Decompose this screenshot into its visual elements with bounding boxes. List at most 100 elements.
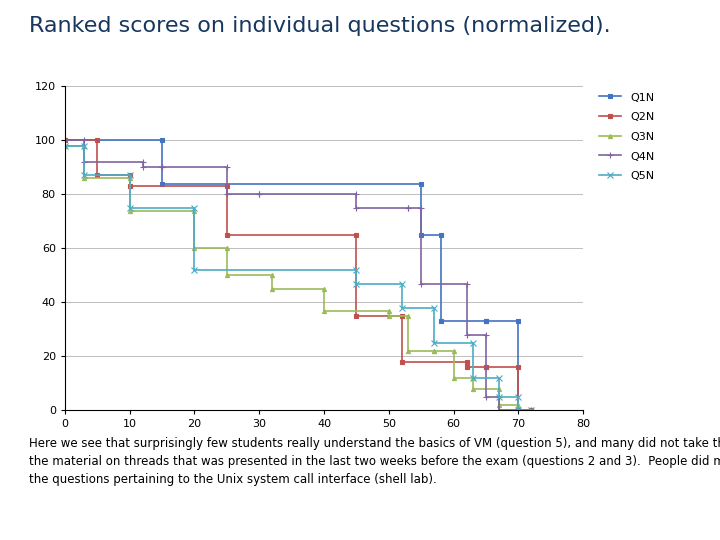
Q2N	[352, 313, 361, 319]
Q5N	[190, 267, 199, 273]
Q4N	[80, 137, 89, 144]
Line: Q4N: Q4N	[62, 138, 534, 413]
Q4N	[462, 332, 471, 338]
Q4N	[462, 280, 471, 287]
Q1N	[482, 318, 490, 325]
Q2N	[93, 137, 102, 144]
Q5N	[80, 143, 89, 149]
Q3N	[320, 286, 328, 292]
Q3N	[404, 348, 413, 354]
Q2N	[514, 407, 523, 414]
Q2N	[125, 183, 134, 190]
Q5N	[514, 394, 523, 400]
Q2N	[397, 313, 406, 319]
Line: Q5N: Q5N	[62, 143, 534, 413]
Q2N	[462, 364, 471, 370]
Q4N	[158, 164, 166, 171]
Q1N	[436, 318, 445, 325]
Q3N	[430, 348, 438, 354]
Line: Q1N: Q1N	[63, 138, 534, 413]
Q3N	[190, 207, 199, 214]
Q2N	[222, 232, 231, 238]
Q4N	[404, 205, 413, 211]
Q5N	[352, 280, 361, 287]
Q3N	[80, 175, 89, 181]
Q3N	[527, 407, 536, 414]
Q4N	[352, 205, 361, 211]
Q1N	[417, 232, 426, 238]
Q3N	[125, 207, 134, 214]
Q3N	[125, 175, 134, 181]
Q3N	[469, 375, 477, 381]
Q1N	[60, 137, 69, 144]
Q2N	[125, 172, 134, 179]
Q4N	[495, 394, 503, 400]
Q1N	[417, 180, 426, 187]
Q4N	[255, 191, 264, 198]
Q4N	[158, 164, 166, 171]
Q5N	[430, 340, 438, 346]
Q1N	[436, 232, 445, 238]
Q3N	[495, 402, 503, 408]
Q5N	[495, 375, 503, 381]
Q2N	[397, 359, 406, 365]
Q3N	[404, 313, 413, 319]
Q5N	[125, 172, 134, 179]
Q3N	[449, 375, 458, 381]
Q4N	[527, 407, 536, 414]
Q4N	[495, 407, 503, 414]
Q4N	[404, 205, 413, 211]
Q2N	[482, 364, 490, 370]
Q5N	[125, 205, 134, 211]
Line: Q3N: Q3N	[63, 144, 534, 413]
Q4N	[222, 191, 231, 198]
Q3N	[268, 272, 276, 279]
Q4N	[417, 280, 426, 287]
Q3N	[190, 245, 199, 252]
Q4N	[255, 191, 264, 198]
Line: Q2N: Q2N	[63, 138, 534, 413]
Q1N	[527, 407, 536, 414]
Q5N	[495, 394, 503, 400]
Text: Ranked scores on individual questions (normalized).: Ranked scores on individual questions (n…	[29, 16, 611, 36]
Q3N	[384, 307, 393, 314]
Q5N	[352, 267, 361, 273]
Q3N	[384, 313, 393, 319]
Q2N	[222, 183, 231, 190]
Q2N	[352, 232, 361, 238]
Q5N	[60, 143, 69, 149]
Q4N	[482, 394, 490, 400]
Q5N	[80, 172, 89, 179]
Q3N	[514, 407, 523, 414]
Q3N	[268, 286, 276, 292]
Q5N	[190, 205, 199, 211]
Q1N	[158, 137, 166, 144]
Q3N	[514, 402, 523, 408]
Q5N	[397, 305, 406, 311]
Q5N	[527, 407, 536, 414]
Q1N	[158, 180, 166, 187]
Q3N	[80, 143, 89, 149]
Q3N	[222, 272, 231, 279]
Q3N	[430, 348, 438, 354]
Q2N	[482, 364, 490, 370]
Text: Here we see that surprisingly few students really understand the basics of VM (q: Here we see that surprisingly few studen…	[29, 437, 720, 487]
Q3N	[469, 386, 477, 392]
Q4N	[514, 407, 523, 414]
Q5N	[469, 375, 477, 381]
Q4N	[60, 137, 69, 144]
Q2N	[514, 364, 523, 370]
Q2N	[60, 137, 69, 144]
Q5N	[397, 280, 406, 287]
Q3N	[222, 245, 231, 252]
Q5N	[469, 340, 477, 346]
Q3N	[60, 143, 69, 149]
Q3N	[495, 386, 503, 392]
Q4N	[482, 332, 490, 338]
Q3N	[320, 307, 328, 314]
Q3N	[449, 348, 458, 354]
Q4N	[514, 407, 523, 414]
Q4N	[417, 205, 426, 211]
Q5N	[430, 305, 438, 311]
Q1N	[514, 407, 523, 414]
